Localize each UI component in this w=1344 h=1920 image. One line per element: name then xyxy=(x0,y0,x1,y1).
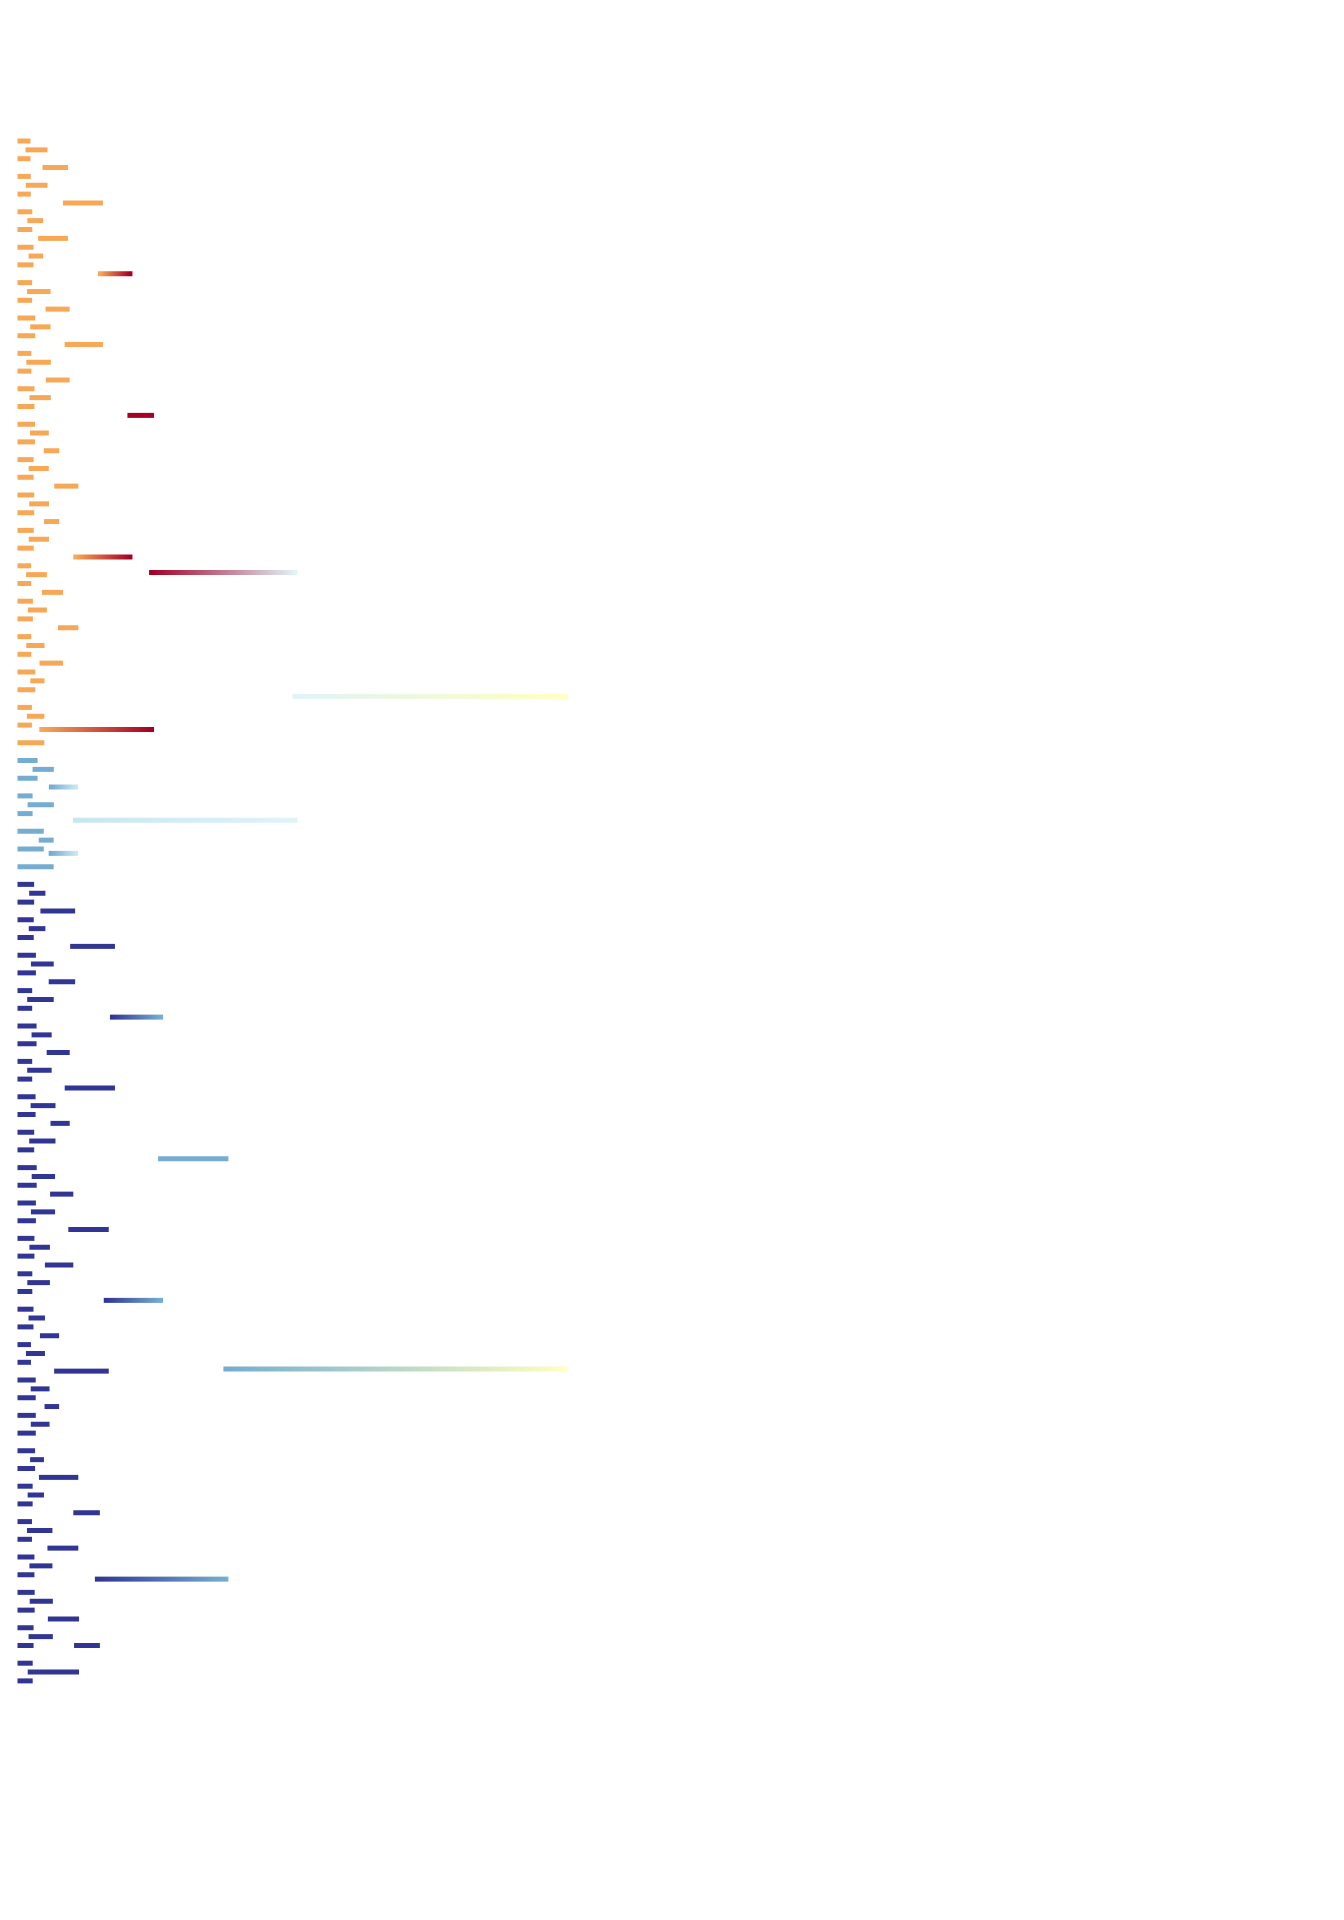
dendrogram-links xyxy=(17,138,568,1684)
